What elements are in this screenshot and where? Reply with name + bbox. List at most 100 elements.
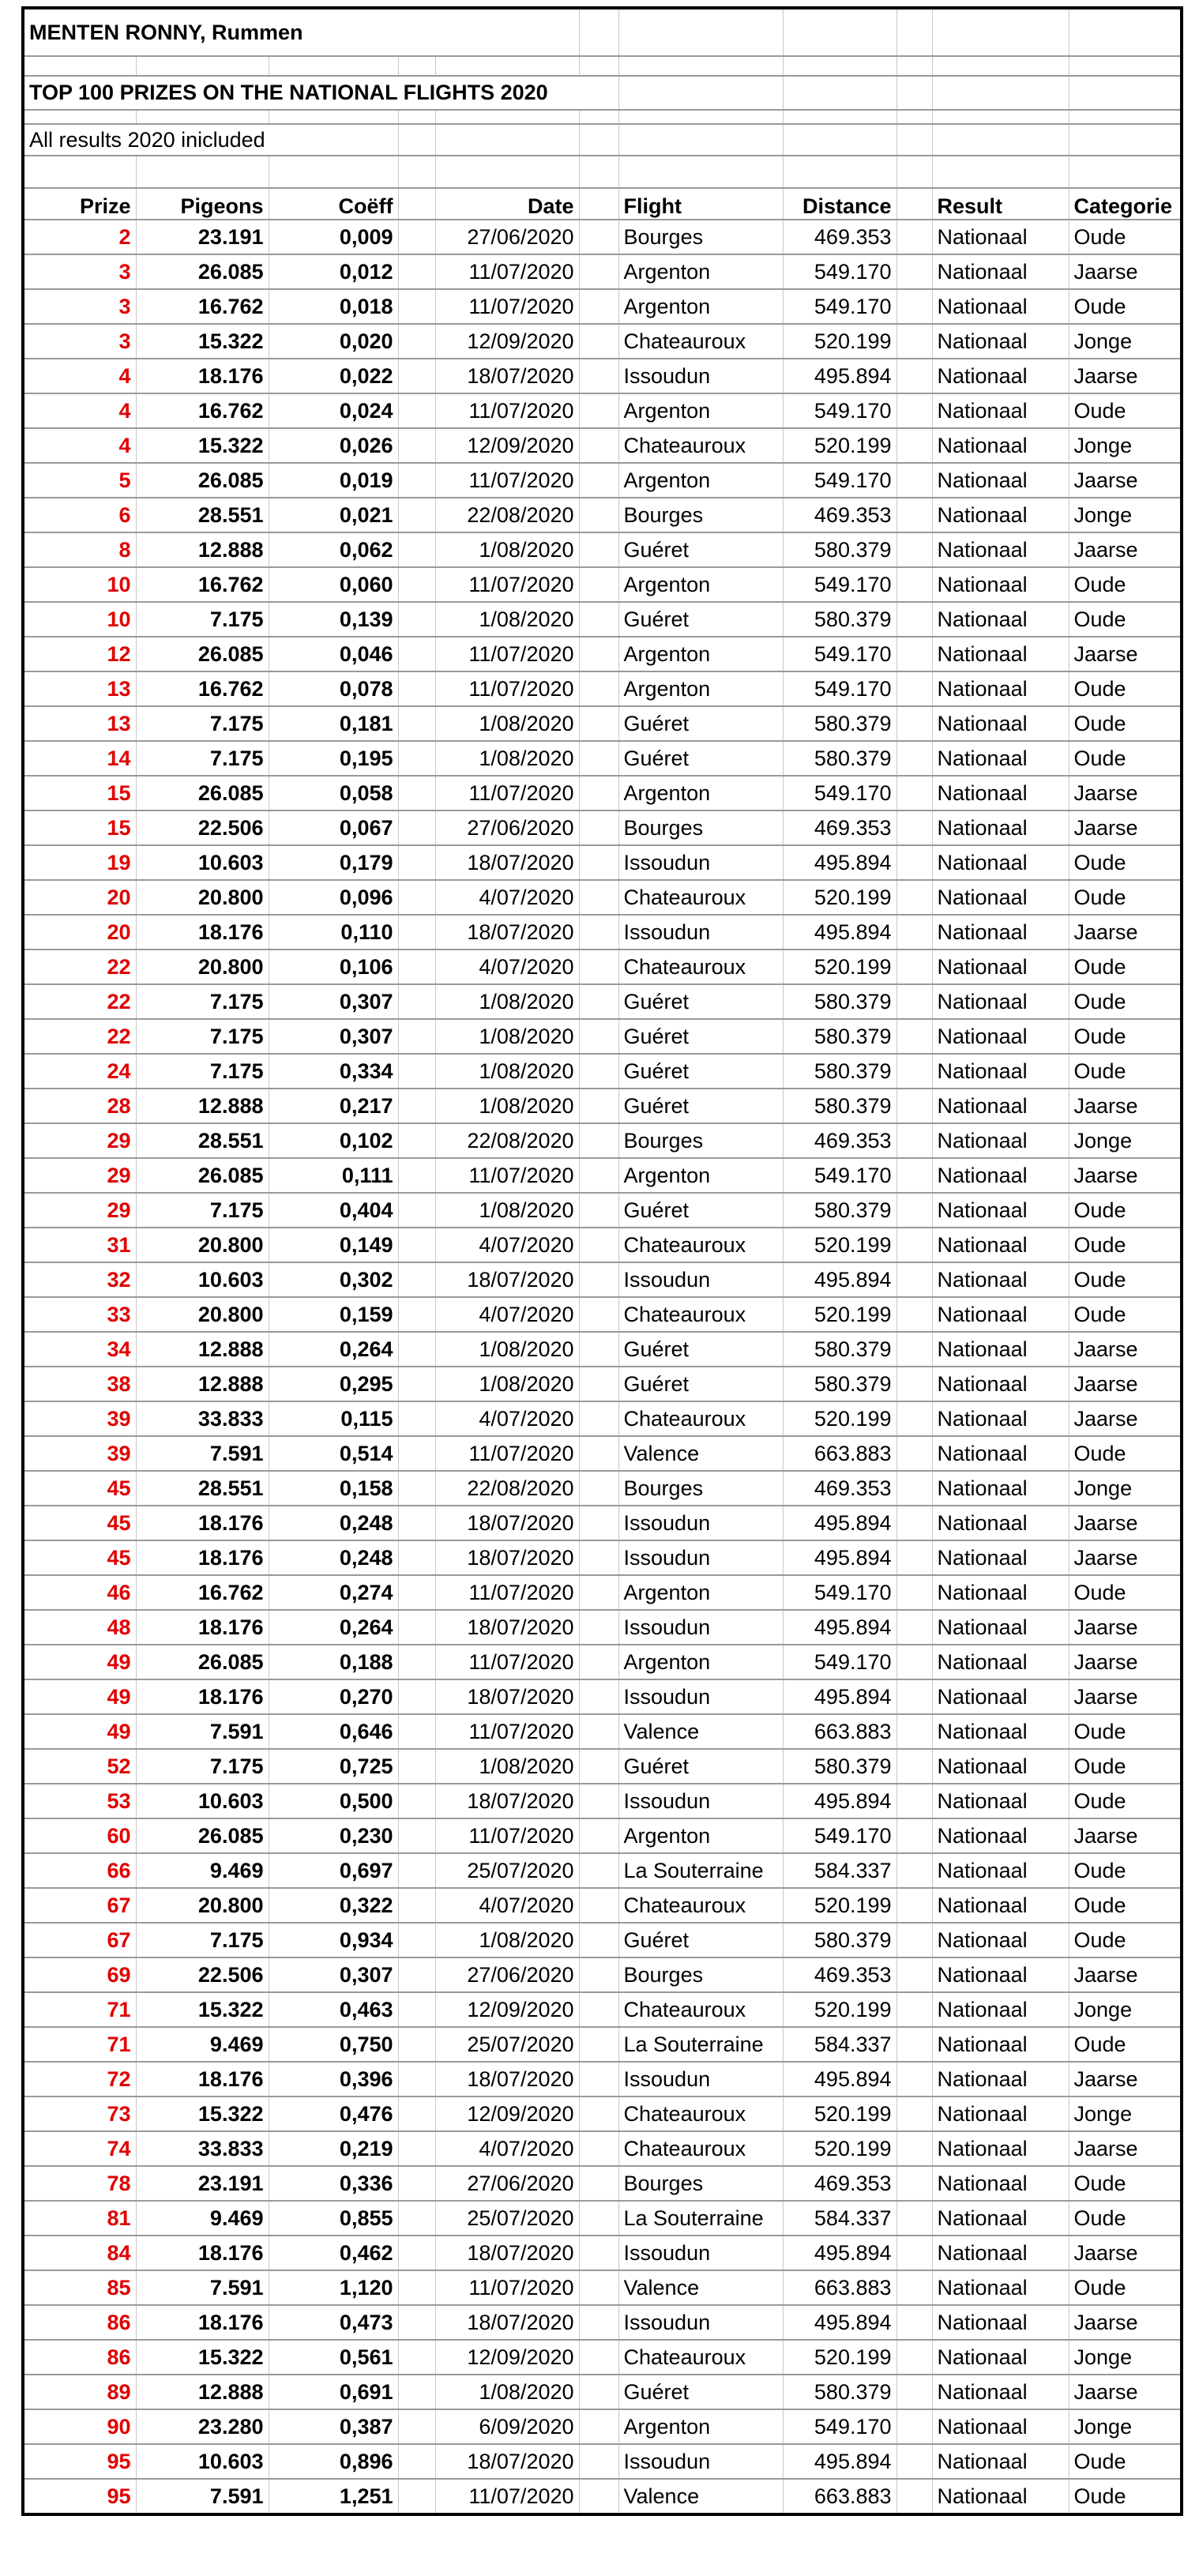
- subtitle-row: TOP 100 PRIZES ON THE NATIONAL FLIGHTS 2…: [22, 75, 1182, 111]
- date-cell: 11/07/2020: [434, 393, 580, 429]
- date-cell: 11/07/2020: [434, 1157, 580, 1194]
- table-row: 2 23.191 0,009 27/06/2020 Bourges 469.353 Nati…: [22, 219, 1182, 255]
- result-cell: Nationaal: [931, 1748, 1069, 1784]
- pigeons-cell: 18.176: [135, 1505, 269, 1541]
- categorie-cell: Oude: [1068, 879, 1182, 916]
- result-cell: Nationaal: [931, 2096, 1069, 2132]
- empty-cell: [397, 1331, 436, 1367]
- empty-cell: [896, 601, 933, 637]
- distance-cell: 495.894: [782, 2061, 897, 2097]
- result-cell: Nationaal: [931, 1679, 1069, 1715]
- distance-cell: 580.379: [782, 1053, 897, 1089]
- pigeons-cell: 15.322: [135, 427, 269, 464]
- result-cell: Nationaal: [931, 1852, 1069, 1889]
- distance-cell: 469.353: [782, 1957, 897, 1993]
- prize-cell: 39: [22, 1401, 137, 1437]
- flight-cell: Issoudun: [618, 2235, 784, 2271]
- flight-cell: Bourges: [618, 1957, 784, 1993]
- flight-cell: Issoudun: [618, 2304, 784, 2341]
- categorie-cell: Jaarse: [1068, 2061, 1182, 2097]
- empty-cell: [896, 1957, 933, 1993]
- table-row: 49 26.085 0,188 11/07/2020 Argenton 549.170 Na…: [22, 1644, 1182, 1680]
- pigeons-cell: 7.175: [135, 1748, 269, 1784]
- table-row: 95 10.603 0,896 18/07/2020 Issoudun 495.894 Na…: [22, 2443, 1182, 2480]
- empty-cell: [397, 1852, 436, 1889]
- pigeons-cell: 12.888: [135, 532, 269, 568]
- empty-cell: [397, 1991, 436, 2028]
- distance-cell: 584.337: [782, 1852, 897, 1889]
- prize-cell: 52: [22, 1748, 137, 1784]
- empty-cell: [397, 497, 436, 533]
- prize-cell: 33: [22, 1296, 137, 1333]
- empty-cell: [896, 2096, 933, 2132]
- result-cell: Nationaal: [931, 497, 1069, 533]
- date-cell: 1/08/2020: [434, 1331, 580, 1367]
- table-row: 39 33.833 0,115 4/07/2020 Chateauroux 520.199…: [22, 1401, 1182, 1437]
- empty-cell: [896, 219, 933, 255]
- flight-cell: Issoudun: [618, 914, 784, 950]
- empty-cell: [896, 462, 933, 498]
- coeff-cell: 0,149: [268, 1227, 399, 1263]
- coeff-cell: 0,110: [268, 914, 399, 950]
- date-cell: 1/08/2020: [434, 601, 580, 637]
- pigeons-cell: 15.322: [135, 2339, 269, 2375]
- date-cell: 1/08/2020: [434, 2374, 580, 2410]
- date-cell: 18/07/2020: [434, 2235, 580, 2271]
- distance-cell: 549.170: [782, 636, 897, 672]
- date-cell: 18/07/2020: [434, 1609, 580, 1645]
- result-cell: Nationaal: [931, 1505, 1069, 1541]
- table-row: 13 16.762 0,078 11/07/2020 Argenton 549.170 Na…: [22, 671, 1182, 707]
- result-cell: Nationaal: [931, 2130, 1069, 2167]
- table-row: 38 12.888 0,295 1/08/2020 Guéret 580.379 Natio…: [22, 1366, 1182, 1402]
- empty-cell: [896, 775, 933, 811]
- result-cell: Nationaal: [931, 1123, 1069, 1159]
- empty-cell: [896, 1088, 933, 1124]
- empty-cell: [397, 323, 436, 359]
- prize-cell: 85: [22, 2270, 137, 2306]
- empty-cell: [578, 497, 619, 533]
- result-cell: Nationaal: [931, 1331, 1069, 1367]
- empty-cell: [578, 1818, 619, 1854]
- distance-cell: 495.894: [782, 2443, 897, 2480]
- date-cell: 22/08/2020: [434, 1123, 580, 1159]
- empty-cell: [397, 2165, 436, 2202]
- empty-cell: [578, 2478, 619, 2515]
- categorie-cell: Jonge: [1068, 427, 1182, 464]
- table-row: 45 18.176 0,248 18/07/2020 Issoudun 495.894 Na…: [22, 1540, 1182, 1576]
- empty-cell: [578, 2443, 619, 2480]
- prize-cell: 53: [22, 1783, 137, 1819]
- distance-cell: 469.353: [782, 1123, 897, 1159]
- prize-cell: 71: [22, 1991, 137, 2028]
- table-row: 71 9.469 0,750 25/07/2020 La Souterraine 584.…: [22, 2026, 1182, 2063]
- date-cell: 11/07/2020: [434, 1818, 580, 1854]
- prize-cell: 5: [22, 462, 137, 498]
- pigeons-cell: 12.888: [135, 1088, 269, 1124]
- prize-cell: 38: [22, 1366, 137, 1402]
- date-cell: 11/07/2020: [434, 1574, 580, 1611]
- flight-cell: Issoudun: [618, 1505, 784, 1541]
- coeff-cell: 0,181: [268, 705, 399, 742]
- empty-cell: [896, 2026, 933, 2063]
- table-row: 66 9.469 0,697 25/07/2020 La Souterraine 584.…: [22, 1852, 1182, 1889]
- empty-cell: [578, 2096, 619, 2132]
- coeff-cell: 1,120: [268, 2270, 399, 2306]
- title-row: MENTEN RONNY, Rummen: [22, 7, 1182, 57]
- date-cell: 11/07/2020: [434, 2478, 580, 2515]
- distance-cell: 549.170: [782, 393, 897, 429]
- prize-cell: 13: [22, 705, 137, 742]
- categorie-cell: Oude: [1068, 601, 1182, 637]
- date-cell: 1/08/2020: [434, 740, 580, 777]
- date-cell: 1/08/2020: [434, 983, 580, 1020]
- coeff-cell: 0,691: [268, 2374, 399, 2410]
- categorie-cell: Jonge: [1068, 1470, 1182, 1506]
- coeff-cell: 0,096: [268, 879, 399, 916]
- date-cell: 1/08/2020: [434, 1922, 580, 1958]
- result-cell: Nationaal: [931, 1922, 1069, 1958]
- date-cell: 12/09/2020: [434, 2096, 580, 2132]
- categorie-cell: Jaarse: [1068, 1401, 1182, 1437]
- distance-cell: 520.199: [782, 1227, 897, 1263]
- flight-cell: Chateauroux: [618, 1991, 784, 2028]
- date-cell: 4/07/2020: [434, 1296, 580, 1333]
- categorie-cell: Jonge: [1068, 323, 1182, 359]
- distance-cell: 549.170: [782, 2409, 897, 2445]
